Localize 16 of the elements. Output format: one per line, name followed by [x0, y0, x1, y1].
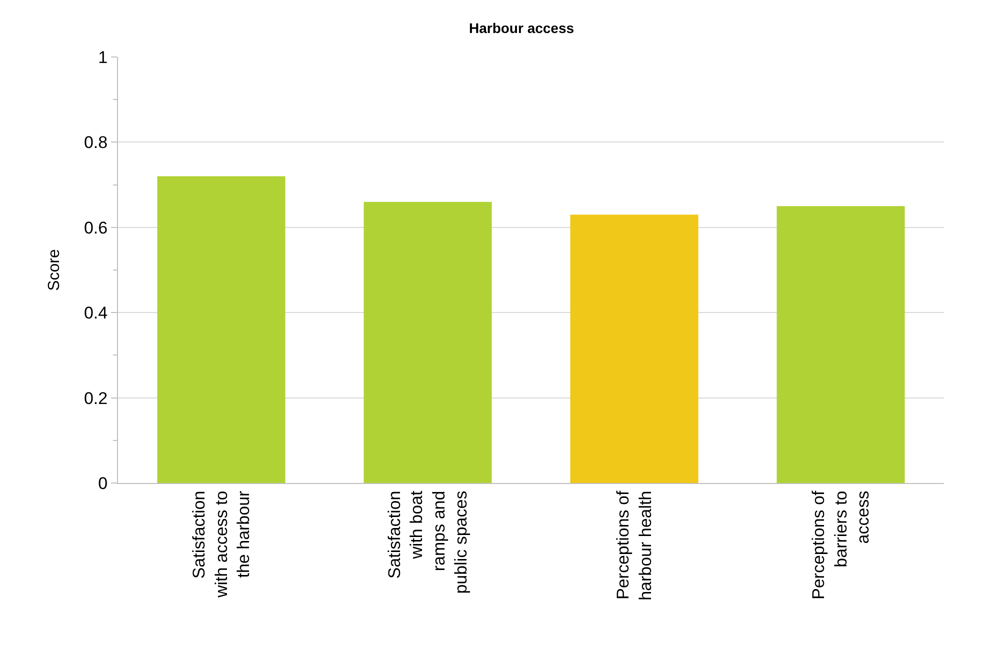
bar: [776, 206, 905, 483]
x-tick-label: Perceptions of barriers to access: [809, 490, 872, 600]
y-tick-label: 0.6: [84, 218, 108, 238]
bar: [570, 214, 698, 483]
y-tick-label: 0.8: [84, 133, 108, 152]
x-tick-label: Satisfaction with access to the harbour: [190, 490, 253, 599]
y-tick-label: 0: [98, 474, 108, 493]
bar: [157, 176, 286, 483]
y-axis-title: Score: [46, 249, 63, 291]
chart-title: Harbour access: [468, 20, 574, 36]
y-tick-label: 1: [98, 48, 108, 67]
x-tick-label: Perceptions of harbour health: [614, 490, 655, 600]
x-tick-label: Satisfaction with boat ramps and public spaces: [385, 490, 470, 594]
y-tick-label: 0.2: [84, 388, 108, 408]
y-tick-label: 0.4: [84, 304, 108, 323]
bar: [364, 202, 492, 483]
